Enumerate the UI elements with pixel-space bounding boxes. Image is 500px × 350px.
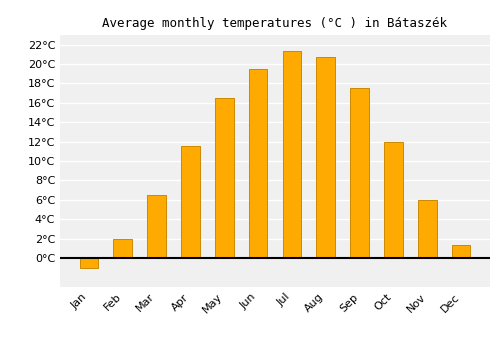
Bar (249, 69, 268, 258)
Bar (147, 195, 166, 258)
Title: Average monthly temperatures (°C ) in Bátaszék: Average monthly temperatures (°C ) in Bá… (102, 17, 448, 30)
Bar (384, 142, 403, 258)
Bar (80, 258, 98, 268)
Bar (114, 239, 132, 258)
Bar (181, 146, 200, 258)
Bar (350, 88, 369, 258)
Bar (215, 98, 234, 258)
Bar (418, 200, 436, 258)
Bar (282, 51, 301, 258)
Bar (316, 57, 335, 258)
Bar (452, 245, 470, 258)
